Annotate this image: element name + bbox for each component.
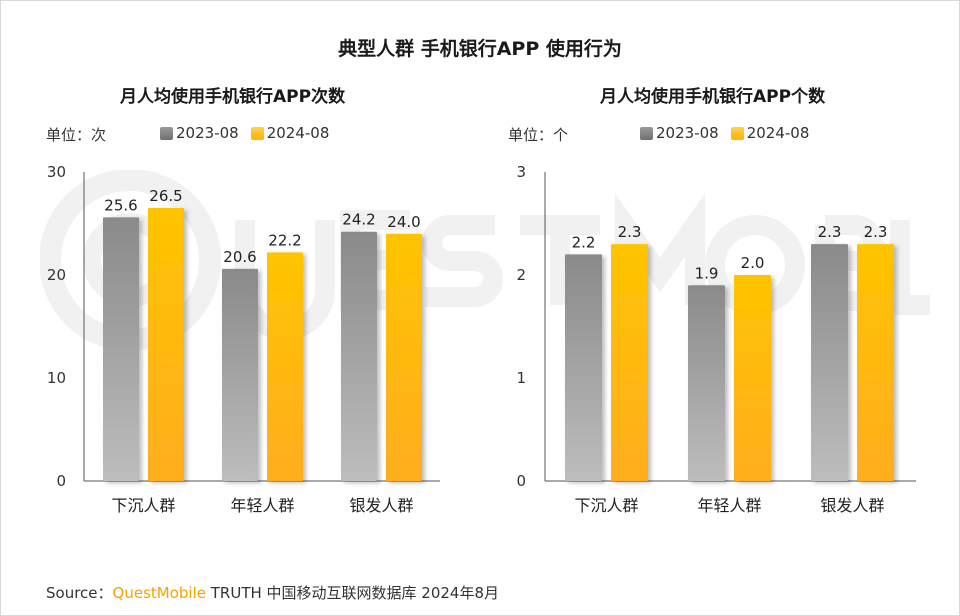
- legend-swatch-2024: [730, 126, 744, 140]
- y-tick-label: 20: [47, 266, 66, 284]
- legend-label-2024: 2024-08: [746, 124, 810, 142]
- main-title: 典型人群 手机银行APP 使用行为: [338, 38, 622, 60]
- legend-label-2023: 2023-08: [656, 124, 719, 142]
- legend-item-2024: 2024-08: [250, 124, 330, 142]
- y-tick-label: 3: [516, 163, 526, 181]
- bar-2023-08-1: [222, 268, 258, 481]
- legend-item-2023: 2023-08: [160, 124, 239, 142]
- data-label: 2.3: [818, 223, 842, 241]
- bar-2023-08-0: [103, 217, 139, 481]
- y-tick-label: 0: [56, 472, 66, 490]
- x-tick-label: 银发人群: [820, 496, 884, 515]
- legend-item-2024: 2024-08: [730, 124, 810, 142]
- data-label: 26.5: [149, 187, 182, 205]
- right-legend: 2023-08 2024-08: [640, 124, 809, 142]
- bar-2024-08-1: [267, 252, 303, 481]
- bar-2024-08-1: [734, 275, 771, 481]
- right-chart-title: 月人均使用手机银行APP个数: [600, 87, 826, 107]
- data-label: 20.6: [223, 248, 256, 266]
- source-rest: TRUTH 中国移动互联网数据库 2024年8月: [205, 584, 500, 602]
- legend-item-2023: 2023-08: [640, 124, 719, 142]
- x-tick-label: 下沉人群: [111, 496, 175, 515]
- data-label: 25.6: [104, 196, 137, 214]
- left-chart-title: 月人均使用手机银行APP次数: [120, 87, 346, 107]
- data-label: 2.3: [618, 223, 642, 241]
- right-panel: 月人均使用手机银行APP个数 单位：个 2023-08 2024-08 0 1 2 3…: [480, 0, 960, 560]
- y-tick-label: 30: [47, 163, 66, 181]
- data-label: 24.2: [342, 211, 375, 229]
- data-label: 1.9: [695, 264, 719, 282]
- source-prefix: Source：: [46, 584, 113, 602]
- bar-2023-08-1: [688, 285, 725, 481]
- bar-2023-08-2: [811, 244, 848, 481]
- x-tick-label: 年轻人群: [697, 496, 761, 515]
- data-label: 22.2: [268, 231, 301, 249]
- right-unit-label: 单位：个: [508, 126, 569, 144]
- y-tick-label: 2: [516, 266, 526, 284]
- legend-swatch-2023: [160, 126, 173, 140]
- legend-label-2024: 2024-08: [266, 124, 330, 142]
- source-brand: QuestMobile: [112, 584, 206, 602]
- left-bar-chart: 0 10 20 30 25.6 26.5 下沉人群 20.6 22.2 年轻人群 24.2 24.0 银…: [47, 163, 440, 515]
- bar-2023-08-2: [341, 231, 377, 481]
- source-note: Source：QuestMobile TRUTH 中国移动互联网数据库 2024…: [46, 582, 499, 603]
- left-panel: 月人均使用手机银行APP次数 单位：次 2023-08 2024-08 0 10 2…: [0, 0, 480, 560]
- data-label: 2.3: [864, 223, 888, 241]
- legend-label-2023: 2023-08: [176, 124, 239, 142]
- x-tick-label: 下沉人群: [574, 496, 638, 515]
- data-label: 24.0: [387, 213, 420, 231]
- bar-2024-08-0: [148, 208, 184, 482]
- y-tick-label: 10: [47, 369, 66, 387]
- data-label: 2.2: [572, 233, 596, 251]
- y-tick-label: 0: [516, 472, 526, 490]
- left-legend: 2023-08 2024-08: [160, 124, 329, 142]
- x-tick-label: 银发人群: [349, 496, 413, 515]
- bar-2023-08-0: [565, 254, 602, 481]
- y-tick-label: 1: [516, 369, 526, 387]
- data-label: 2.0: [741, 254, 765, 272]
- bar-2024-08-0: [611, 244, 648, 481]
- legend-swatch-2023: [640, 126, 653, 140]
- x-tick-label: 年轻人群: [230, 496, 294, 515]
- right-bar-chart: 0 1 2 3 2.2 2.3 下沉人群 1.9 2.0 年轻人群 2.3 2.3 银发人群: [516, 163, 916, 515]
- bar-2024-08-2: [857, 244, 894, 481]
- left-unit-label: 单位：次: [46, 126, 107, 144]
- legend-swatch-2024: [250, 126, 264, 140]
- bar-2024-08-2: [386, 233, 422, 481]
